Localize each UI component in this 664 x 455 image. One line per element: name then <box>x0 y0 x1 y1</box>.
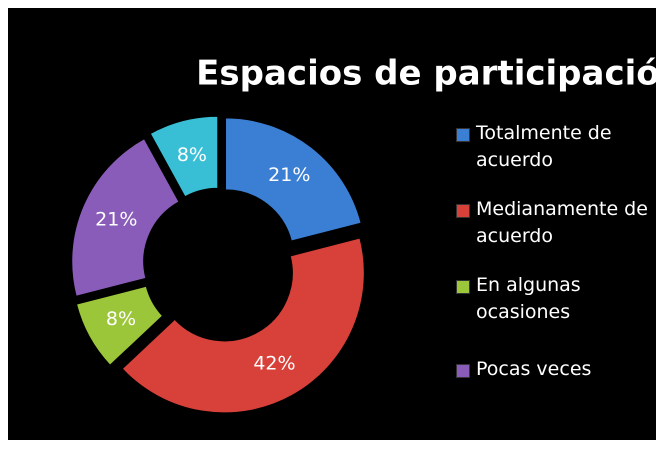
legend-item: Medianamente de acuerdo <box>456 196 656 250</box>
legend-swatch <box>456 128 470 142</box>
legend-item: En algunas ocasiones <box>456 272 656 326</box>
data-label: 21% <box>268 164 310 186</box>
donut-slice <box>71 138 180 297</box>
legend-swatch <box>456 364 470 378</box>
legend-swatch <box>456 204 470 218</box>
legend-label: Medianamente de acuerdo <box>476 198 648 247</box>
chart-area: Espacios de participación 21% 42% 8% 21% 8% … <box>8 8 656 440</box>
legend: Totalmente de acuerdo Medianamente de acu… <box>456 120 656 383</box>
chart: Espacios de participación 21% 42% 8% 21% 8% <box>71 54 656 414</box>
legend-label: Pocas veces <box>476 358 592 380</box>
donut-slice <box>75 285 164 366</box>
chart-title: Espacios de participación <box>196 54 656 94</box>
donut-slice <box>225 117 362 242</box>
legend-label: Totalmente de acuerdo <box>476 122 612 171</box>
donut-slice <box>149 115 219 198</box>
data-label: 21% <box>95 209 137 231</box>
data-label: 42% <box>253 353 295 375</box>
legend-item: Pocas veces <box>456 356 656 383</box>
legend-label: En algunas ocasiones <box>476 274 581 323</box>
data-label: 8% <box>106 308 136 330</box>
data-label: 8% <box>177 144 207 166</box>
donut-slice <box>121 237 365 414</box>
legend-swatch <box>456 280 470 294</box>
legend-item: Totalmente de acuerdo <box>456 120 656 174</box>
